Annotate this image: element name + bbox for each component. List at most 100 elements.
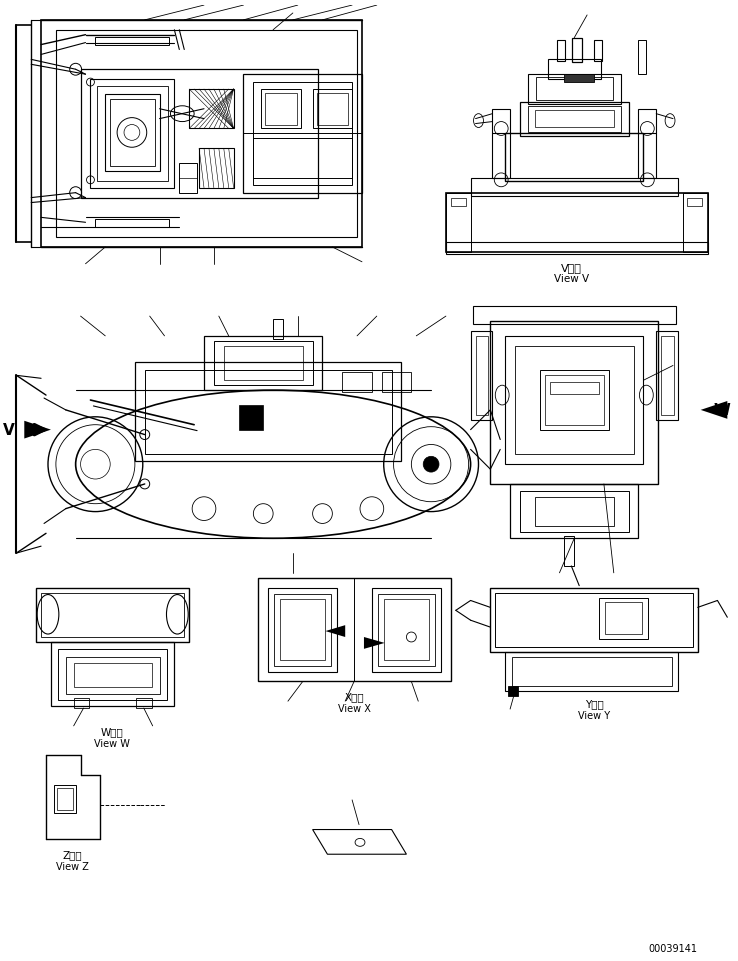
Bar (520, 103, 629, 137)
Polygon shape (24, 421, 51, 439)
Bar (528, 75, 621, 105)
Bar (565, 537, 574, 566)
Bar (594, 40, 602, 62)
Text: View X: View X (338, 703, 370, 713)
Bar (535, 497, 614, 527)
Bar (253, 83, 352, 185)
Bar (535, 111, 614, 129)
Bar (74, 663, 152, 688)
Text: X　視: X 視 (344, 692, 364, 702)
Text: View Z: View Z (56, 861, 89, 872)
Text: Z　視: Z 視 (63, 850, 83, 859)
Bar (91, 80, 174, 188)
Bar (58, 650, 168, 701)
Polygon shape (325, 626, 345, 637)
Bar (214, 341, 313, 385)
Bar (74, 699, 89, 708)
Bar (510, 484, 638, 539)
Bar (106, 95, 159, 172)
Bar (265, 94, 297, 125)
Bar (274, 594, 331, 666)
Bar (599, 598, 648, 639)
Bar (313, 90, 352, 130)
Bar (475, 336, 489, 415)
Bar (199, 149, 234, 188)
Ellipse shape (423, 456, 439, 473)
Bar (505, 135, 644, 182)
Bar (372, 588, 441, 672)
Bar (261, 90, 301, 130)
Bar (110, 100, 155, 167)
Bar (446, 193, 708, 253)
Bar (451, 198, 466, 207)
Bar (515, 346, 633, 455)
Bar (545, 376, 604, 426)
Bar (268, 588, 337, 672)
Bar (95, 220, 170, 228)
Bar (204, 336, 323, 391)
Text: 00039141: 00039141 (649, 943, 697, 953)
Text: View V: View V (554, 273, 589, 283)
Bar (661, 336, 674, 415)
Bar (36, 588, 189, 642)
Text: W　視: W 視 (101, 727, 123, 736)
Bar (317, 94, 348, 125)
Bar (638, 110, 656, 179)
Bar (683, 193, 708, 253)
Text: V　視: V 視 (561, 262, 582, 272)
Bar (605, 603, 642, 634)
Bar (145, 371, 392, 455)
Polygon shape (700, 402, 728, 419)
Text: View Y: View Y (578, 710, 610, 720)
Bar (378, 594, 435, 666)
Bar (54, 785, 75, 813)
Bar (508, 687, 518, 697)
Bar (446, 243, 708, 255)
Bar (557, 40, 565, 62)
Bar (238, 406, 263, 431)
Bar (687, 198, 702, 207)
Bar (505, 336, 644, 465)
Text: W: W (714, 403, 731, 418)
Bar (57, 788, 72, 810)
Bar (490, 322, 658, 484)
Bar (280, 600, 325, 660)
Bar (638, 40, 646, 75)
Bar (536, 78, 613, 101)
Bar (342, 373, 372, 393)
Bar (495, 593, 693, 647)
Bar (382, 373, 411, 393)
Bar (253, 139, 352, 179)
Bar (66, 657, 159, 695)
Bar (135, 363, 401, 461)
Bar (97, 86, 168, 182)
Bar (273, 320, 283, 339)
Bar (51, 642, 174, 706)
Text: View W: View W (94, 738, 130, 748)
Bar (520, 491, 629, 532)
Bar (565, 75, 594, 83)
Bar (136, 699, 152, 708)
Bar (384, 600, 429, 660)
Bar (179, 164, 197, 193)
Bar (471, 179, 678, 196)
Bar (490, 588, 697, 653)
Bar (528, 107, 621, 134)
Bar (41, 21, 362, 248)
Text: Y　視: Y 視 (584, 699, 604, 708)
Text: V: V (3, 423, 15, 437)
Bar (41, 593, 184, 637)
Bar (446, 193, 471, 253)
Bar (572, 38, 582, 63)
Bar (95, 37, 170, 45)
Bar (505, 653, 678, 692)
Bar (56, 31, 357, 238)
Bar (471, 332, 492, 420)
Bar (548, 61, 601, 80)
Bar (512, 657, 672, 687)
Bar (80, 70, 317, 198)
Bar (550, 382, 599, 395)
Bar (189, 90, 234, 130)
Bar (224, 346, 303, 381)
Bar (656, 332, 678, 420)
